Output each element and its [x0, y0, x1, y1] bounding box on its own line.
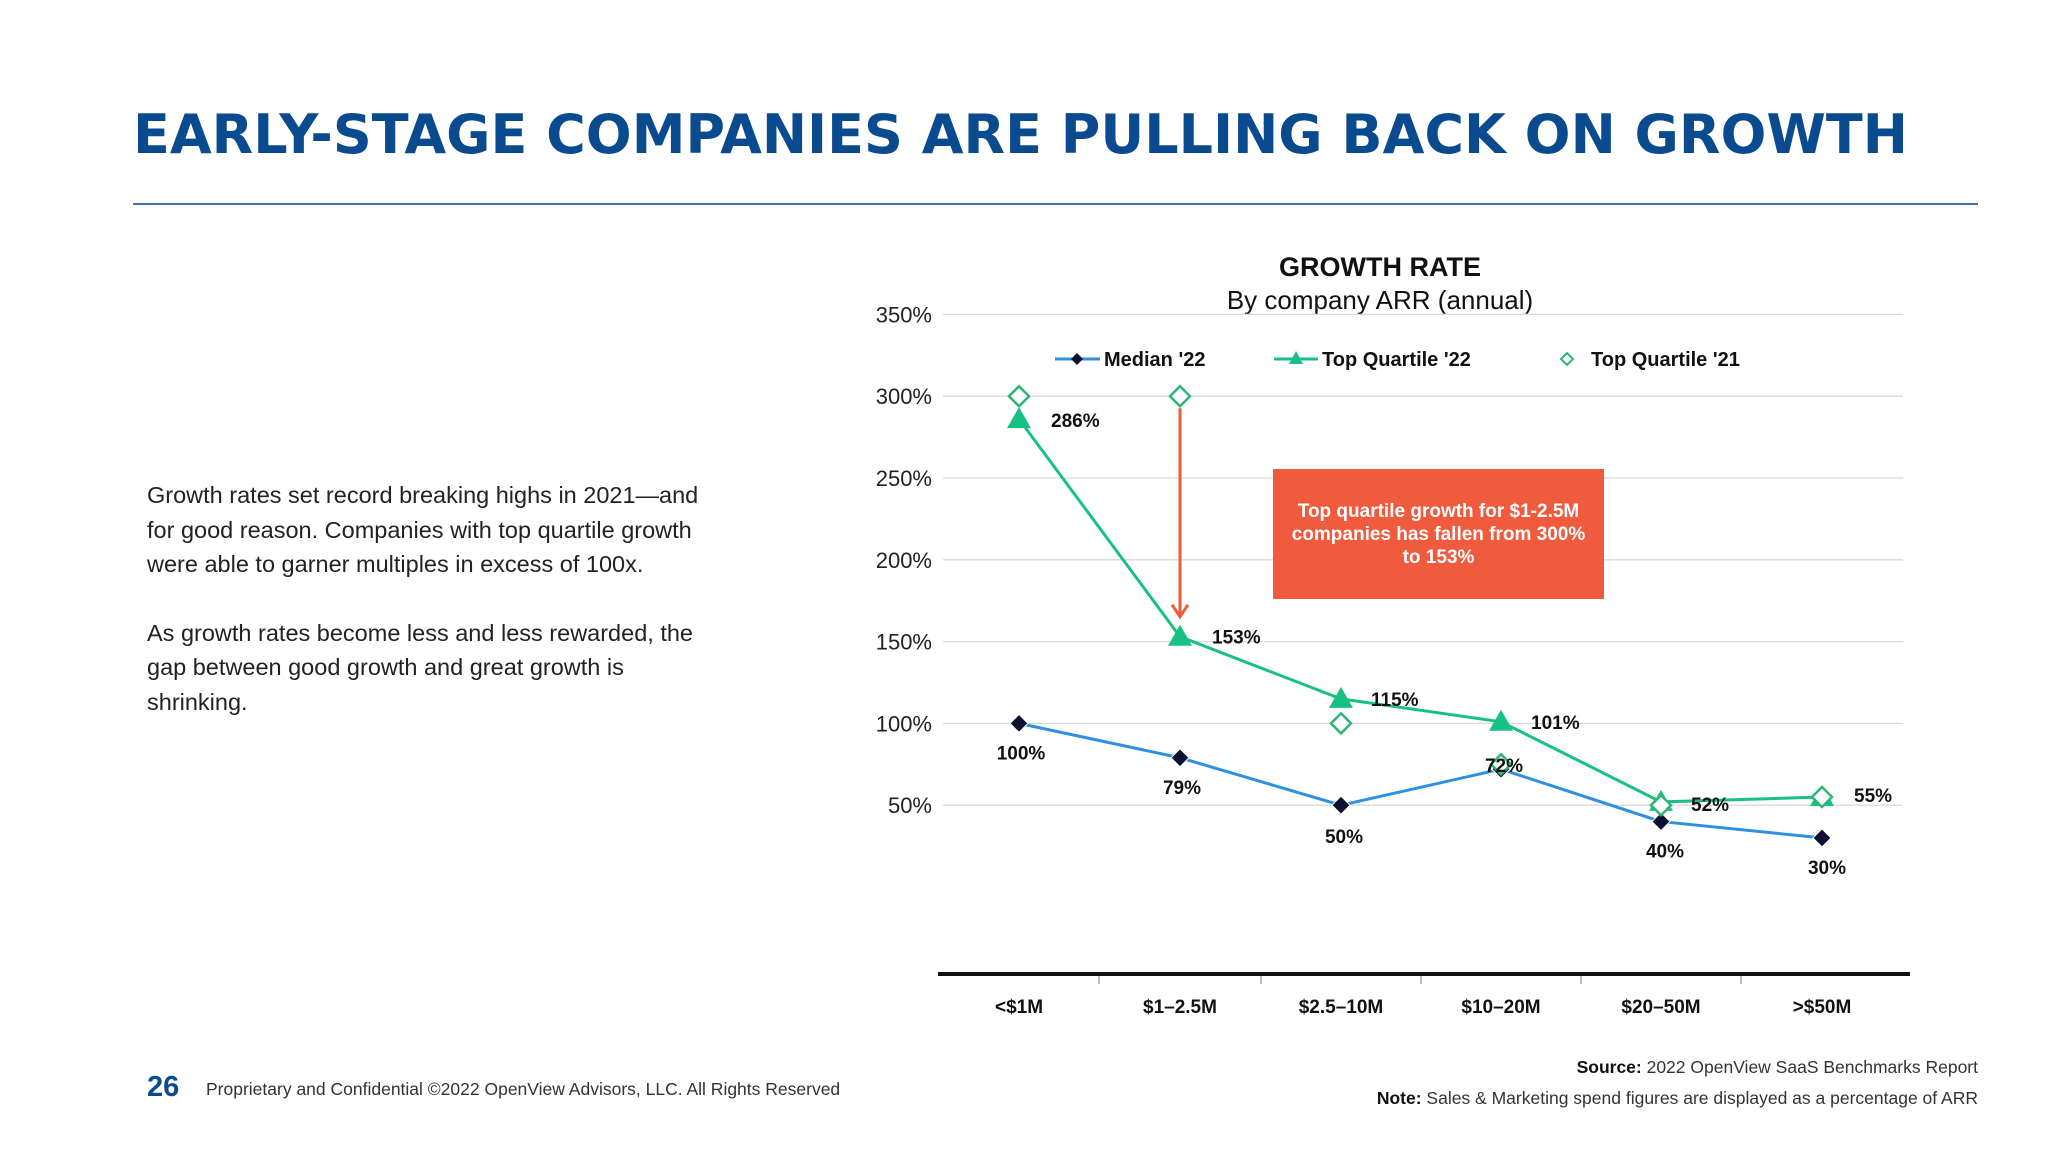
body-paragraph-1: Growth rates set record breaking highs i…	[147, 482, 699, 577]
y-tick-label: 250%	[876, 466, 932, 491]
series-line-top-quartile-22	[1017, 418, 1823, 804]
marker-top-quartile-21	[1810, 785, 1834, 809]
x-tick-label: $2.5–10M	[1299, 997, 1384, 1018]
x-tick-label: $1–2.5M	[1143, 997, 1217, 1018]
chart-heading: GROWTH RATE By company ARR (annual)	[1100, 250, 1660, 316]
x-tick-label: >$50M	[1793, 997, 1852, 1018]
chart-title: GROWTH RATE	[1279, 252, 1481, 282]
marker-median-22	[1812, 828, 1832, 848]
page-number: 26	[147, 1071, 180, 1103]
legend-label-top-quartile-22: Top Quartile '22	[1322, 349, 1471, 371]
marker-top-quartile-22	[1168, 624, 1192, 646]
note-label: Note:	[1376, 1088, 1422, 1108]
note-text: Sales & Marketing spend figures are disp…	[1421, 1088, 1978, 1108]
slide-title: EARLY-STAGE COMPANIES ARE PULLING BACK O…	[133, 103, 1908, 166]
series-line-median-22	[1018, 721, 1823, 840]
y-tick-label: 100%	[876, 711, 932, 736]
y-tick-label: 350%	[876, 302, 932, 327]
data-label-median-22: 30%	[1808, 858, 1846, 879]
marker-top-quartile-21	[1168, 384, 1192, 408]
marker-top-quartile-22	[1007, 407, 1031, 429]
body-text: Growth rates set record breaking highs i…	[147, 478, 707, 753]
footer-copyright: Proprietary and Confidential ©2022 OpenV…	[206, 1079, 841, 1099]
x-tick-label: $20–50M	[1621, 997, 1700, 1018]
chart-subtitle: By company ARR (annual)	[1226, 285, 1534, 315]
data-label-top-quartile-22: 55%	[1854, 786, 1892, 807]
callout-arrow-head	[1170, 603, 1190, 620]
legend-marker-top-quartile-22	[1289, 351, 1303, 364]
marker-top-quartile-21	[1649, 793, 1673, 817]
source-label: Source:	[1576, 1057, 1642, 1077]
title-divider	[133, 203, 1978, 205]
marker-top-quartile-21	[1489, 752, 1513, 777]
marker-top-quartile-21	[1329, 711, 1353, 736]
marker-top-quartile-22	[1329, 686, 1353, 708]
y-tick-label: 50%	[888, 793, 932, 818]
callout-box: Top quartile growth for $1-2.5M companie…	[1273, 469, 1604, 599]
data-label-median-22: 72%	[1485, 756, 1523, 777]
legend-marker-median-22	[1071, 353, 1083, 365]
y-tick-label: 150%	[876, 630, 932, 655]
y-tick-label: 200%	[876, 548, 932, 573]
marker-median-22	[1331, 795, 1351, 815]
body-paragraph-2: As growth rates become less and less rew…	[147, 619, 693, 715]
x-tick-label: <$1M	[995, 997, 1043, 1018]
data-label-top-quartile-22: 153%	[1212, 628, 1261, 649]
legend-label-median-22: Median '22	[1104, 349, 1205, 371]
data-label-top-quartile-22: 115%	[1371, 690, 1419, 711]
note-line: Note: Sales & Marketing spend figures ar…	[1377, 1088, 1978, 1109]
legend-label-top-quartile-21: Top Quartile '21	[1591, 349, 1740, 371]
y-tick-label: 300%	[876, 384, 932, 409]
marker-top-quartile-21	[1007, 384, 1031, 408]
marker-top-quartile-22	[1489, 709, 1513, 731]
data-label-median-22: 79%	[1163, 778, 1201, 799]
data-label-median-22: 100%	[997, 743, 1046, 764]
data-label-median-22: 50%	[1325, 827, 1363, 848]
source-line: Source: 2022 OpenView SaaS Benchmarks Re…	[1577, 1056, 1978, 1078]
marker-median-22	[1651, 811, 1671, 832]
source-text: 2022 OpenView SaaS Benchmarks Report	[1641, 1057, 1978, 1077]
data-label-top-quartile-22: 101%	[1531, 713, 1580, 734]
legend-marker-top-quartile-21	[1559, 351, 1575, 367]
data-label-top-quartile-22: 52%	[1691, 795, 1729, 816]
marker-median-22	[1009, 713, 1029, 734]
data-label-top-quartile-22: 286%	[1051, 411, 1100, 432]
data-label-median-22: 40%	[1646, 842, 1684, 863]
x-tick-label: $10–20M	[1461, 997, 1540, 1018]
marker-median-22	[1170, 748, 1190, 768]
